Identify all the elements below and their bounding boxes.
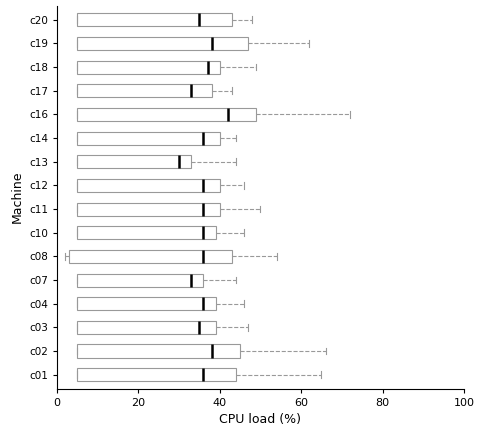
PathPatch shape	[77, 368, 236, 381]
PathPatch shape	[77, 132, 220, 145]
PathPatch shape	[77, 297, 216, 310]
PathPatch shape	[77, 226, 216, 239]
PathPatch shape	[77, 155, 191, 168]
PathPatch shape	[77, 84, 212, 97]
PathPatch shape	[77, 60, 220, 73]
PathPatch shape	[77, 273, 204, 286]
PathPatch shape	[77, 321, 216, 334]
PathPatch shape	[77, 179, 220, 192]
PathPatch shape	[77, 108, 256, 121]
X-axis label: CPU load (%): CPU load (%)	[219, 413, 301, 426]
PathPatch shape	[77, 13, 232, 26]
PathPatch shape	[77, 203, 220, 216]
PathPatch shape	[69, 250, 232, 263]
Y-axis label: Machine: Machine	[11, 171, 24, 223]
PathPatch shape	[77, 37, 248, 50]
PathPatch shape	[77, 344, 240, 358]
